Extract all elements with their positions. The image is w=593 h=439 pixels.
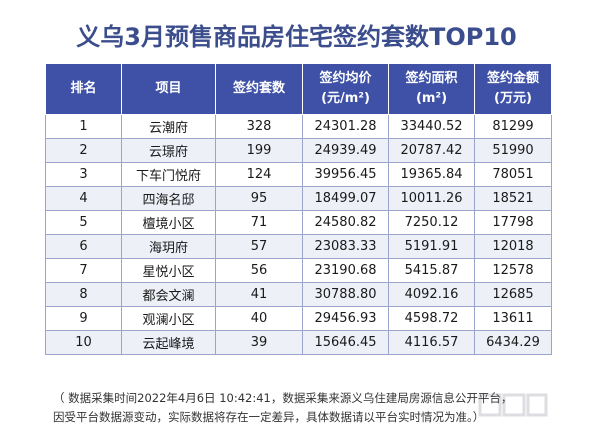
cell-project: 四海名邸 [121, 186, 216, 211]
cell-amount: 18521 [474, 186, 552, 211]
cell-rank: 10 [45, 330, 122, 355]
cell-area: 33440.52 [388, 114, 475, 139]
table-row: 10 云起峰境 39 15646.45 4116.57 6434.29 [45, 330, 552, 355]
cell-avg-price: 15646.45 [302, 330, 389, 355]
cell-amount: 13611 [474, 306, 552, 331]
cell-rank: 4 [45, 186, 122, 211]
cell-project: 都会文澜 [121, 282, 216, 307]
ranking-table: 排名 项目 签约套数 签约均价 (元/m²) 签约面积 (m²) 签约金额 (万元) … [45, 63, 552, 355]
cell-rank: 7 [45, 258, 122, 283]
cell-avg-price: 23190.68 [302, 258, 389, 283]
table-row: 9 观澜小区 40 29456.93 4598.72 13611 [45, 306, 552, 331]
table-row: 1 云潮府 328 24301.28 33440.52 81299 [45, 114, 552, 139]
cell-units: 95 [215, 186, 303, 211]
cell-area: 7250.12 [388, 210, 475, 235]
cell-units: 71 [215, 210, 303, 235]
cell-avg-price: 24301.28 [302, 114, 389, 139]
header-amount: 签约金额 (万元) [474, 63, 552, 115]
cell-amount: 81299 [474, 114, 552, 139]
cell-avg-price: 39956.45 [302, 162, 389, 187]
note-line-1: （ 数据采集时间2022年4月6日 10:42:41，数据采集来源义乌住建局房源… [53, 391, 513, 405]
cell-units: 199 [215, 138, 303, 163]
cell-area: 5191.91 [388, 234, 475, 259]
cell-avg-price: 23083.33 [302, 234, 389, 259]
cell-area: 5415.87 [388, 258, 475, 283]
cell-rank: 9 [45, 306, 122, 331]
cell-units: 40 [215, 306, 303, 331]
cell-rank: 1 [45, 114, 122, 139]
table-header-row: 排名 项目 签约套数 签约均价 (元/m²) 签约面积 (m²) 签约金额 (万元) [45, 63, 552, 115]
cell-area: 4116.57 [388, 330, 475, 355]
table-row: 2 云璟府 199 24939.49 20787.42 51990 [45, 138, 552, 163]
cell-project: 下车门悦府 [121, 162, 216, 187]
cell-amount: 12578 [474, 258, 552, 283]
table-row: 7 星悦小区 56 23190.68 5415.87 12578 [45, 258, 552, 283]
cell-avg-price: 29456.93 [302, 306, 389, 331]
page-title: 义乌3月预售商品房住宅签约套数TOP10 [76, 23, 517, 51]
cell-units: 328 [215, 114, 303, 139]
cell-project: 观澜小区 [121, 306, 216, 331]
cell-amount: 12685 [474, 282, 552, 307]
cell-units: 124 [215, 162, 303, 187]
cell-amount: 51990 [474, 138, 552, 163]
cell-rank: 6 [45, 234, 122, 259]
header-project: 项目 [121, 63, 216, 115]
cell-area: 4092.16 [388, 282, 475, 307]
cell-project: 星悦小区 [121, 258, 216, 283]
table-row: 8 都会文澜 41 30788.80 4092.16 12685 [45, 282, 552, 307]
cell-avg-price: 18499.07 [302, 186, 389, 211]
table-row: 5 檀境小区 71 24580.82 7250.12 17798 [45, 210, 552, 235]
cell-units: 57 [215, 234, 303, 259]
data-source-note: （ 数据采集时间2022年4月6日 10:42:41，数据采集来源义乌住建局房源… [53, 389, 583, 427]
cell-project: 云起峰境 [121, 330, 216, 355]
cell-avg-price: 24580.82 [302, 210, 389, 235]
cell-project: 云璟府 [121, 138, 216, 163]
cell-avg-price: 24939.49 [302, 138, 389, 163]
cell-area: 20787.42 [388, 138, 475, 163]
table-row: 4 四海名邸 95 18499.07 10011.26 18521 [45, 186, 552, 211]
table-row: 6 海玥府 57 23083.33 5191.91 12018 [45, 234, 552, 259]
cell-project: 檀境小区 [121, 210, 216, 235]
cell-units: 39 [215, 330, 303, 355]
cell-area: 19365.84 [388, 162, 475, 187]
table-row: 3 下车门悦府 124 39956.45 19365.84 78051 [45, 162, 552, 187]
cell-rank: 2 [45, 138, 122, 163]
cell-project: 海玥府 [121, 234, 216, 259]
cell-units: 56 [215, 258, 303, 283]
cell-rank: 5 [45, 210, 122, 235]
cell-avg-price: 30788.80 [302, 282, 389, 307]
cell-amount: 12018 [474, 234, 552, 259]
header-rank: 排名 [45, 63, 122, 115]
cell-amount: 17798 [474, 210, 552, 235]
cell-area: 4598.72 [388, 306, 475, 331]
cell-rank: 8 [45, 282, 122, 307]
header-avg-price: 签约均价 (元/m²) [302, 63, 389, 115]
cell-amount: 6434.29 [474, 330, 552, 355]
cell-project: 云潮府 [121, 114, 216, 139]
note-line-2: 因受平台数据源变动，实际数据将存在一定差异，具体数据请以平台实时情况为准。） [53, 410, 485, 424]
header-units: 签约套数 [215, 63, 303, 115]
cell-area: 10011.26 [388, 186, 475, 211]
cell-units: 41 [215, 282, 303, 307]
cell-rank: 3 [45, 162, 122, 187]
header-area: 签约面积 (m²) [388, 63, 475, 115]
cell-amount: 78051 [474, 162, 552, 187]
